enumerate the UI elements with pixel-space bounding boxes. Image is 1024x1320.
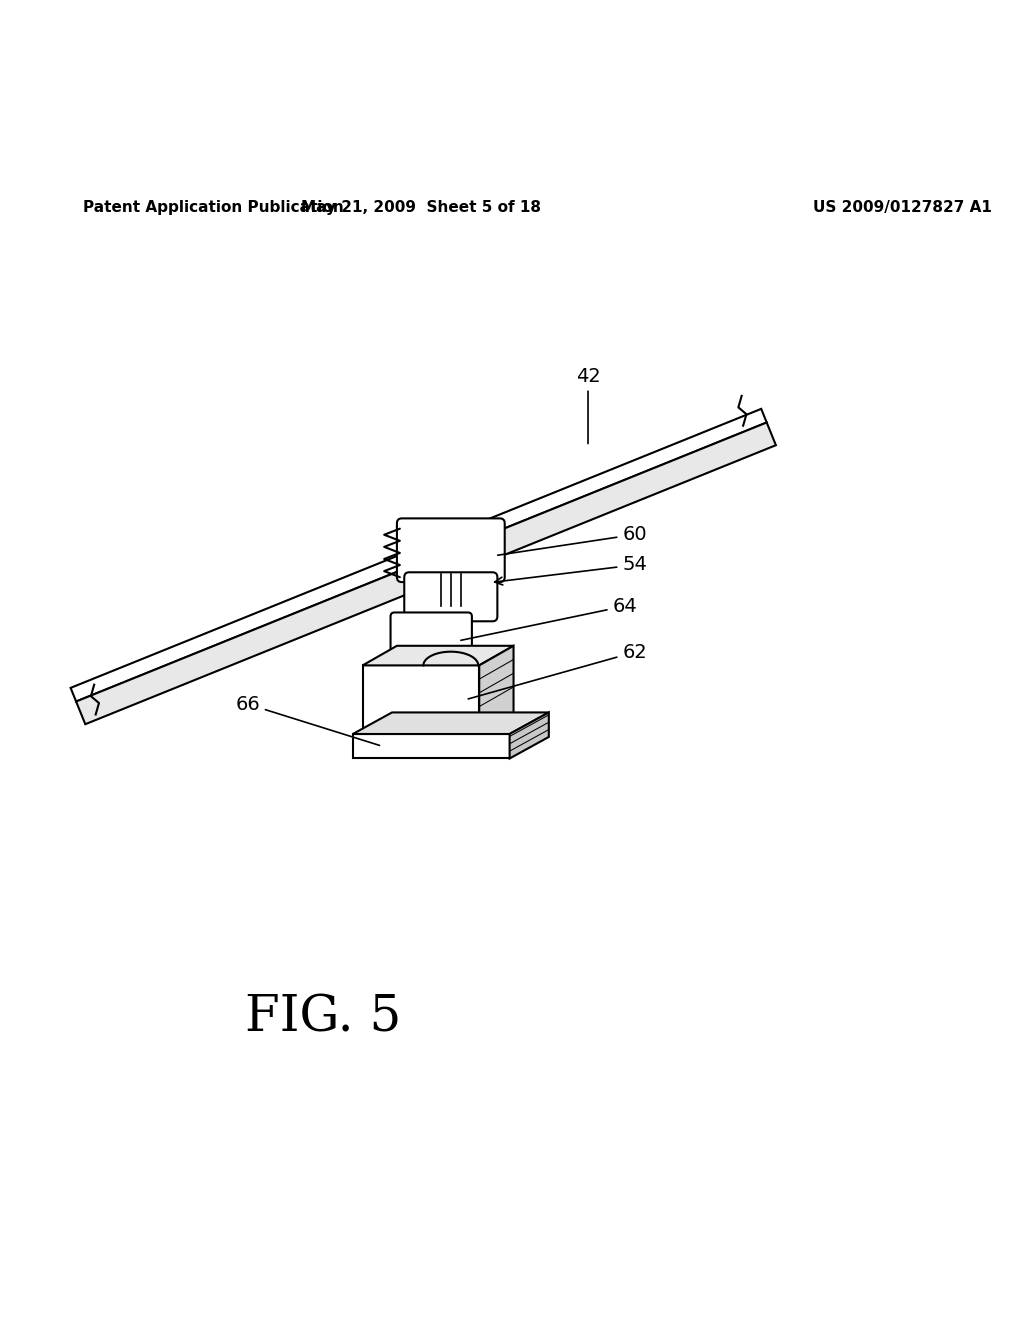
Polygon shape (479, 645, 514, 734)
Text: 42: 42 (575, 367, 600, 444)
FancyBboxPatch shape (397, 519, 505, 582)
Polygon shape (362, 645, 514, 665)
FancyBboxPatch shape (404, 573, 498, 622)
Text: Patent Application Publication: Patent Application Publication (83, 199, 344, 215)
Polygon shape (76, 422, 776, 725)
Text: US 2009/0127827 A1: US 2009/0127827 A1 (813, 199, 992, 215)
Polygon shape (71, 409, 767, 701)
Text: 66: 66 (236, 694, 380, 746)
FancyBboxPatch shape (390, 612, 472, 669)
Text: 64: 64 (461, 597, 637, 640)
Text: 62: 62 (468, 643, 647, 700)
Polygon shape (353, 713, 549, 734)
Text: 54: 54 (495, 556, 647, 585)
Polygon shape (362, 665, 479, 734)
Polygon shape (353, 734, 510, 759)
Text: May 21, 2009  Sheet 5 of 18: May 21, 2009 Sheet 5 of 18 (301, 199, 542, 215)
Text: FIG. 5: FIG. 5 (245, 993, 401, 1043)
Polygon shape (510, 713, 549, 759)
Text: 60: 60 (498, 525, 647, 556)
